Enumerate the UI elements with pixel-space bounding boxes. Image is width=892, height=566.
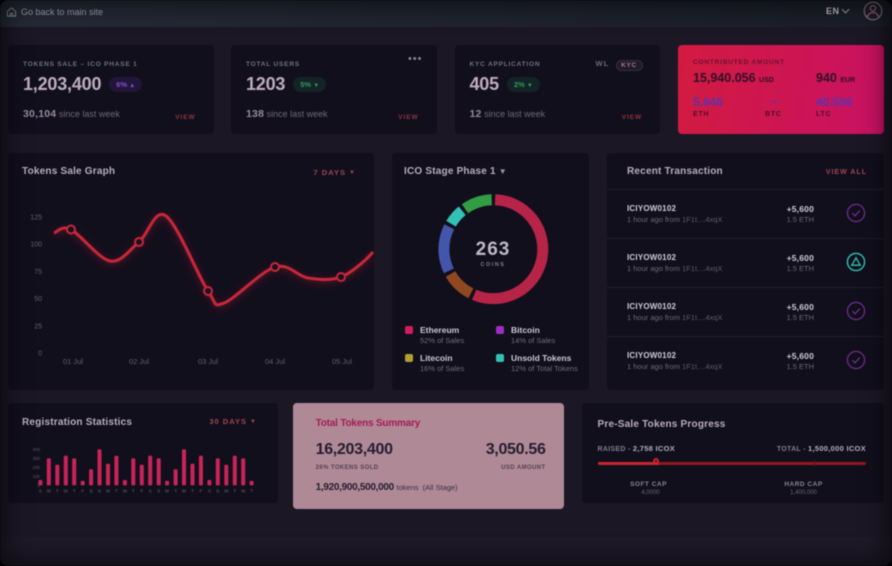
svg-text:300: 300 (32, 456, 40, 461)
svg-text:S: S (149, 489, 152, 494)
svg-text:M: M (224, 489, 228, 494)
svg-text:F: F (140, 489, 143, 494)
svg-text:400: 400 (32, 447, 40, 452)
svg-text:W: W (182, 489, 187, 494)
svg-text:75: 75 (34, 269, 42, 276)
svg-text:02 Jul: 02 Jul (129, 357, 149, 366)
svg-text:T: T (73, 489, 76, 494)
svg-text:0: 0 (38, 351, 42, 358)
svg-text:200: 200 (32, 465, 40, 470)
svg-text:03 Jul: 03 Jul (198, 357, 218, 366)
svg-text:M: M (165, 489, 169, 494)
svg-text:T: T (115, 489, 118, 494)
svg-text:S: S (208, 489, 211, 494)
svg-text:100: 100 (32, 474, 40, 479)
svg-text:S: S (216, 489, 219, 494)
svg-text:M: M (47, 489, 51, 494)
svg-text:263: 263 (476, 239, 511, 260)
svg-text:T: T (174, 489, 177, 494)
svg-text:01 Jul: 01 Jul (63, 357, 83, 366)
svg-text:S: S (39, 489, 42, 494)
svg-text:F: F (200, 489, 203, 494)
svg-text:50: 50 (34, 296, 42, 303)
svg-text:05 Jul: 05 Jul (332, 357, 352, 366)
svg-text:T: T (250, 489, 253, 494)
svg-text:F: F (81, 489, 84, 494)
svg-text:S: S (98, 489, 101, 494)
svg-text:04 Jul: 04 Jul (265, 357, 285, 366)
svg-text:125: 125 (30, 215, 42, 222)
svg-text:W: W (64, 489, 69, 494)
svg-text:M: M (106, 489, 110, 494)
svg-text:S: S (90, 489, 93, 494)
svg-text:W: W (241, 489, 246, 494)
svg-text:COINS: COINS (481, 262, 506, 268)
svg-text:T: T (56, 489, 59, 494)
svg-text:W: W (123, 489, 128, 494)
svg-text:100: 100 (30, 242, 42, 249)
svg-text:25: 25 (34, 323, 42, 330)
svg-text:T: T (132, 489, 135, 494)
svg-text:T: T (233, 489, 236, 494)
svg-text:0: 0 (37, 483, 40, 488)
svg-text:T: T (191, 489, 194, 494)
svg-text:S: S (157, 489, 160, 494)
